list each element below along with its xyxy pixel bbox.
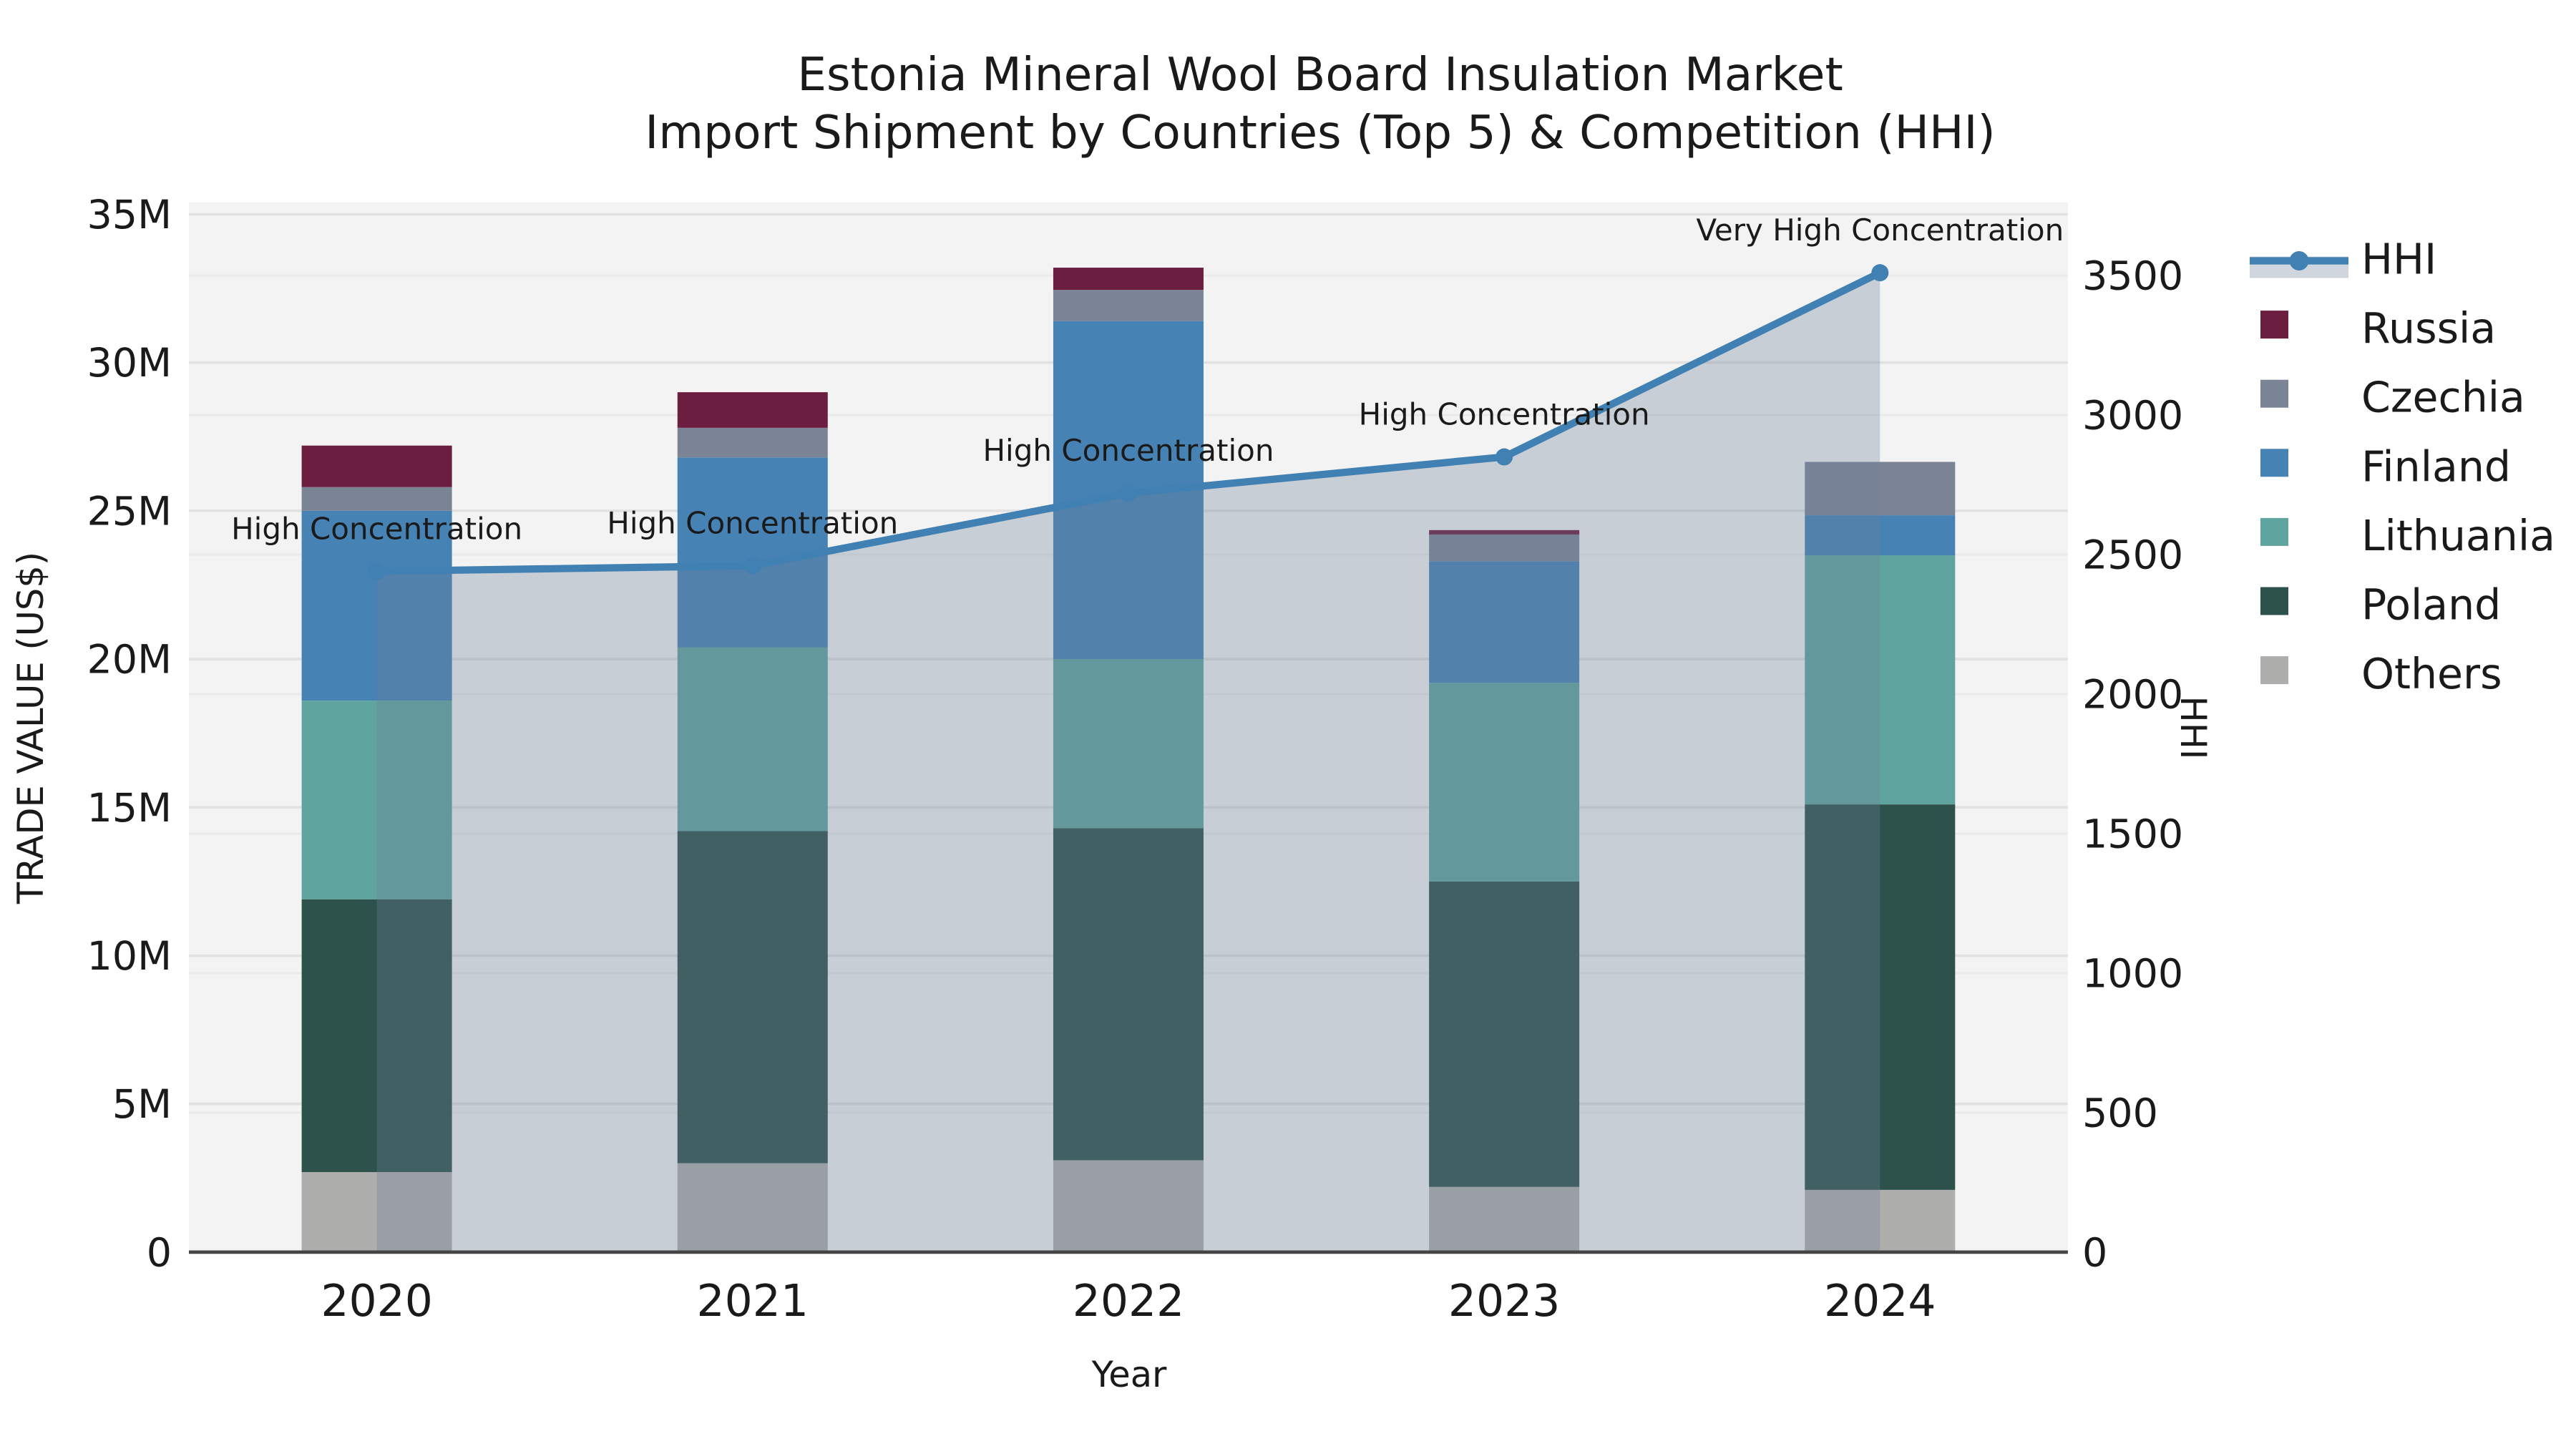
bar-segment-czechia-2023[interactable] (1429, 535, 1580, 562)
y-right-tick-label: 1000 (2082, 950, 2183, 997)
x-axis-title: Year (1091, 1354, 1167, 1395)
annotation-2021: High Concentration (607, 506, 898, 541)
x-tick-label-2021: 2021 (697, 1275, 809, 1327)
chart-title-line1: Estonia Mineral Wool Board Insulation Ma… (797, 48, 1843, 102)
bar-segment-czechia-2022[interactable] (1053, 290, 1204, 321)
x-tick-label-2020: 2020 (321, 1275, 433, 1327)
bar-segment-poland-2021[interactable] (677, 831, 828, 1163)
y-right-tick-label: 3000 (2082, 393, 2183, 439)
annotation-2024: Very High Concentration (1696, 213, 2064, 248)
hhi-marker-2023[interactable] (1496, 448, 1513, 466)
legend-color-swatch-poland (2260, 587, 2288, 615)
bar-segment-russia-2020[interactable] (301, 445, 452, 487)
legend-label-czechia: Czechia (2361, 374, 2525, 422)
hhi-marker-2022[interactable] (1119, 484, 1137, 502)
bar-segment-poland-2022[interactable] (1053, 828, 1204, 1161)
legend-item-others[interactable]: Others (2260, 650, 2502, 698)
annotation-2020: High Concentration (231, 511, 522, 546)
legend-item-russia[interactable]: Russia (2260, 304, 2496, 353)
legend-label-hhi: HHI (2361, 235, 2436, 284)
y-right-tick-label: 500 (2082, 1090, 2158, 1136)
y-left-tick-label: 0 (147, 1229, 172, 1276)
bar-segment-poland-2024[interactable] (1805, 804, 1956, 1190)
legend-color-swatch-finland (2260, 449, 2288, 477)
bar-segment-russia-2023[interactable] (1429, 530, 1580, 535)
x-tick-label-2022: 2022 (1073, 1275, 1185, 1327)
bar-segment-lithuania-2024[interactable] (1805, 555, 1956, 805)
legend-color-swatch-others (2260, 656, 2288, 685)
bar-segment-finland-2021[interactable] (677, 457, 828, 648)
bar-segment-lithuania-2020[interactable] (301, 701, 452, 899)
hhi-marker-2020[interactable] (368, 562, 386, 580)
y-left-tick-label: 10M (87, 933, 172, 980)
bar-segment-czechia-2020[interactable] (301, 487, 452, 511)
legend-item-finland[interactable]: Finland (2260, 442, 2511, 491)
bar-segment-russia-2021[interactable] (677, 392, 828, 428)
plot-layer: High Concentration High Concentration High… (87, 192, 2183, 1327)
y-right-tick-label: 2500 (2082, 532, 2183, 579)
legend: HHI Russia Czechia Finland Lithuania Poland Ot… (2250, 235, 2555, 698)
legend-label-poland: Poland (2361, 581, 2501, 630)
legend-label-others: Others (2361, 650, 2502, 698)
chart-title-line2: Import Shipment by Countries (Top 5) & C… (645, 106, 1995, 160)
y-right-tick-label: 1500 (2082, 811, 2183, 857)
x-tick-label-2024: 2024 (1824, 1275, 1936, 1327)
annotation-2022: High Concentration (982, 433, 1274, 468)
y-left-tick-label: 5M (112, 1081, 172, 1128)
bar-segment-poland-2020[interactable] (301, 899, 452, 1173)
bar-segment-finland-2024[interactable] (1805, 515, 1956, 556)
y-right-tick-label: 0 (2082, 1229, 2107, 1276)
legend-label-lithuania: Lithuania (2361, 512, 2555, 560)
y-left-tick-label: 15M (87, 785, 172, 831)
bar-segment-finland-2020[interactable] (301, 510, 452, 701)
bar-segment-others-2024[interactable] (1805, 1189, 1956, 1252)
x-tick-label-2023: 2023 (1448, 1275, 1561, 1327)
bar-segment-lithuania-2022[interactable] (1053, 659, 1204, 829)
bar-segment-others-2022[interactable] (1053, 1160, 1204, 1252)
legend-color-swatch-russia (2260, 311, 2288, 339)
legend-item-czechia[interactable]: Czechia (2260, 374, 2525, 422)
bar-segment-others-2020[interactable] (301, 1172, 452, 1252)
bar-segment-others-2021[interactable] (677, 1163, 828, 1252)
legend-label-finland: Finland (2361, 442, 2511, 491)
hhi-marker-2024[interactable] (1871, 264, 1889, 282)
legend-hhi-marker-icon (2289, 251, 2309, 270)
y-left-tick-label: 20M (87, 637, 172, 683)
hhi-marker-2021[interactable] (743, 557, 761, 575)
bar-segment-czechia-2024[interactable] (1805, 462, 1956, 516)
legend-item-poland[interactable]: Poland (2260, 581, 2501, 630)
bar-segment-russia-2022[interactable] (1053, 268, 1204, 291)
hhi-area-fill (376, 273, 1880, 1252)
annotation-2023: High Concentration (1359, 397, 1650, 432)
bar-segment-lithuania-2023[interactable] (1429, 683, 1580, 882)
legend-label-russia: Russia (2361, 304, 2496, 353)
y-left-tick-label: 35M (87, 192, 172, 238)
y-axis-title-left: TRADE VALUE (US$) (10, 552, 52, 904)
legend-item-hhi[interactable]: HHI (2250, 235, 2436, 284)
bar-segment-others-2023[interactable] (1429, 1186, 1580, 1252)
y-left-tick-label: 25M (87, 488, 172, 535)
legend-color-swatch-lithuania (2260, 517, 2288, 546)
bar-segment-lithuania-2021[interactable] (677, 647, 828, 831)
bar-segment-poland-2023[interactable] (1429, 881, 1580, 1187)
y-axis-title-right: HHI (2172, 696, 2214, 759)
y-right-tick-label: 3500 (2082, 253, 2183, 300)
y-left-tick-label: 30M (87, 340, 172, 386)
bar-segment-czechia-2021[interactable] (677, 427, 828, 458)
legend-item-lithuania[interactable]: Lithuania (2260, 512, 2555, 560)
y-right-tick-label: 2000 (2082, 671, 2183, 718)
bar-segment-finland-2023[interactable] (1429, 561, 1580, 683)
legend-color-swatch-czechia (2260, 379, 2288, 408)
